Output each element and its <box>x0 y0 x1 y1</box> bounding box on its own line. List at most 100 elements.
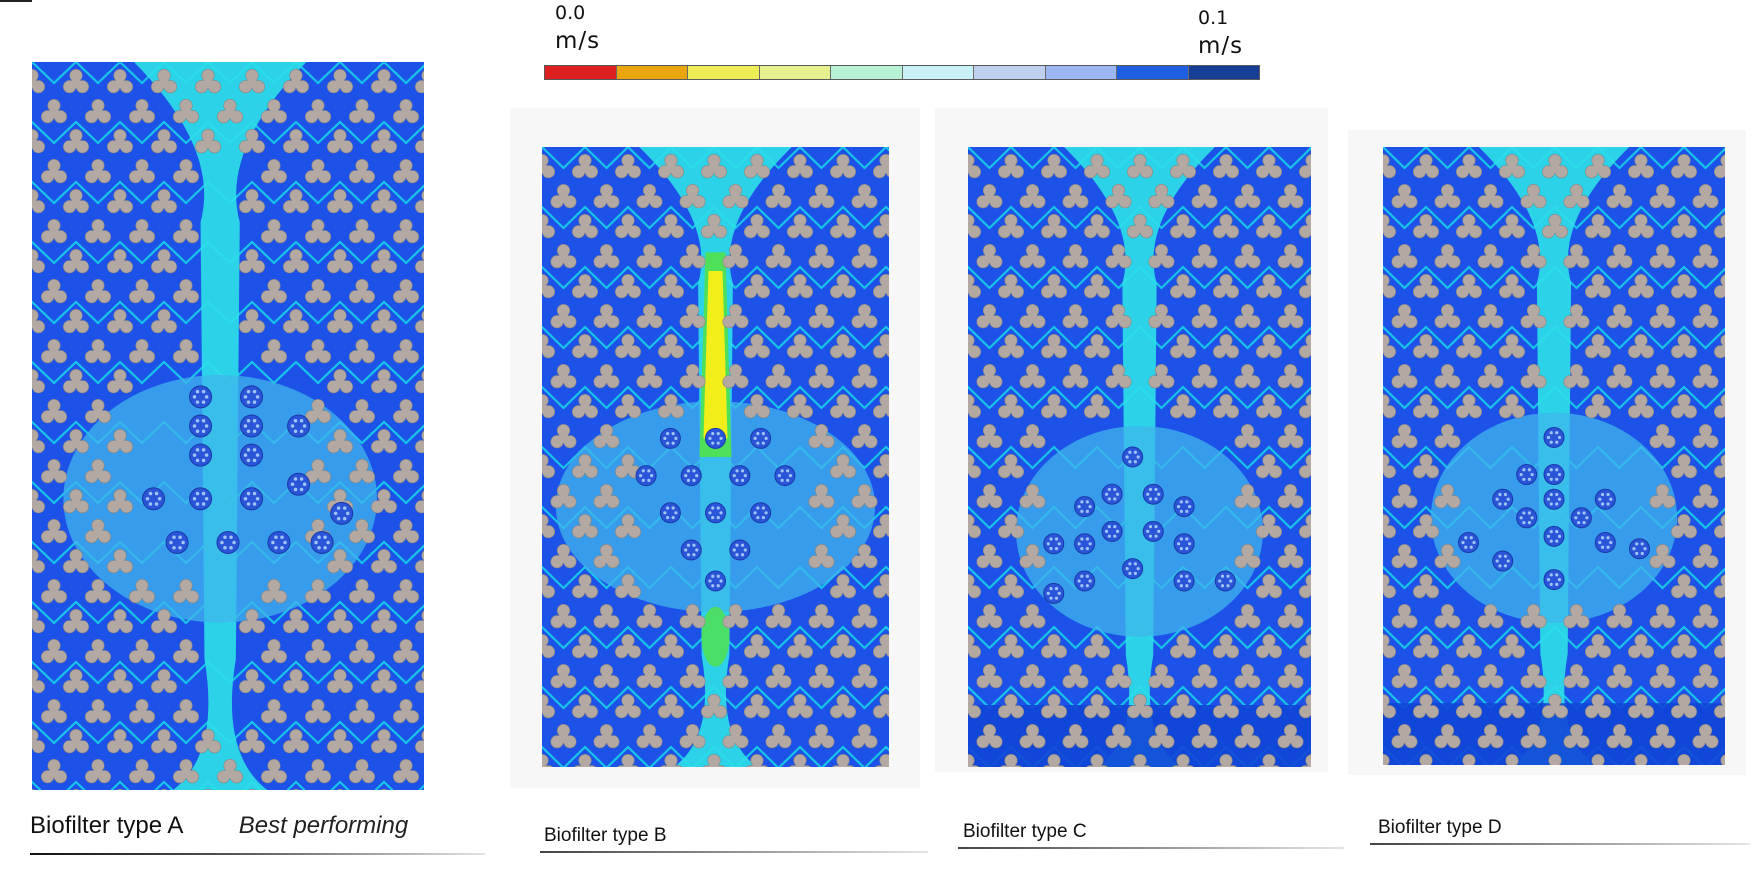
filter-media-element <box>830 214 856 239</box>
filter-media-element <box>1234 364 1261 389</box>
filter-media-element <box>830 694 856 719</box>
filter-media-element <box>968 634 981 659</box>
filter-media-element <box>239 69 265 94</box>
filter-media-element <box>746 754 768 767</box>
filter-media-element <box>1520 664 1547 689</box>
filter-media-element <box>327 309 353 334</box>
filter-media-element <box>1277 664 1304 689</box>
filter-media-element <box>572 574 598 599</box>
filter-media-element <box>542 394 555 419</box>
filter-media-element <box>658 634 684 659</box>
filter-media-element <box>1019 544 1046 569</box>
filter-media-element <box>636 244 663 269</box>
ring-media-element <box>729 465 751 487</box>
filter-media-element <box>679 304 706 329</box>
filter-media-element <box>1383 694 1396 719</box>
filter-media-element <box>195 129 221 154</box>
filter-media-element <box>1649 244 1676 269</box>
filter-media-element <box>1086 754 1108 767</box>
filter-media-element <box>1258 754 1280 767</box>
filter-media-element <box>968 154 981 179</box>
filter-media-element <box>998 334 1024 359</box>
flow-field-svg <box>968 147 1311 767</box>
filter-media-element <box>1434 184 1461 209</box>
colorbar-segment <box>1045 66 1117 79</box>
filter-media-element <box>1213 154 1239 179</box>
filter-media-element <box>1019 424 1046 449</box>
ring-media-element <box>1543 464 1565 486</box>
filter-media-element <box>107 729 133 754</box>
filter-media-element <box>1585 214 1611 239</box>
filter-media-element <box>968 274 981 299</box>
filter-media-element <box>1714 634 1725 659</box>
caption-a-note: Best performing <box>238 812 409 839</box>
filter-media-element <box>1256 574 1282 599</box>
filter-media-element <box>1714 454 1725 479</box>
filter-media-element <box>744 274 770 299</box>
filter-media-element <box>85 219 111 244</box>
filter-media-element <box>703 754 725 767</box>
filter-media-element <box>1299 514 1311 539</box>
filter-media-element <box>1649 484 1676 509</box>
filter-media-element <box>239 669 265 694</box>
filter-media-element <box>1606 304 1633 329</box>
filter-media-element <box>129 219 155 244</box>
filter-media-element <box>765 664 792 689</box>
filter-media-element <box>283 69 309 94</box>
filter-media-element <box>327 369 353 394</box>
filter-media-element <box>63 369 89 394</box>
filter-media-element <box>1383 214 1396 239</box>
filter-media-element <box>722 664 749 689</box>
filter-media-element <box>542 694 555 719</box>
filter-media-element <box>1041 394 1067 419</box>
filter-media-element <box>1148 364 1175 389</box>
filter-media-element <box>615 274 641 299</box>
filter-media-element <box>1062 724 1089 749</box>
filter-media-element <box>1391 364 1418 389</box>
ring-media-cluster <box>1458 426 1650 591</box>
filter-media-element <box>572 394 598 419</box>
filter-media-grid <box>968 154 1311 767</box>
filter-media-element <box>1019 604 1046 629</box>
ring-media-element <box>287 414 311 438</box>
filter-media-element <box>744 694 770 719</box>
ring-media-element <box>705 570 726 592</box>
filter-media-element <box>107 129 133 154</box>
filter-media-element <box>1628 214 1654 239</box>
ring-media-element <box>1043 582 1065 604</box>
filter-media-element <box>1563 364 1590 389</box>
filter-media-element <box>85 579 111 604</box>
filter-media-element <box>173 159 199 184</box>
filter-media-element <box>393 399 419 424</box>
filter-media-element <box>1041 214 1067 239</box>
colorbar-segment <box>688 66 760 79</box>
ring-media-element <box>240 443 264 467</box>
colorbar-segment <box>974 66 1046 79</box>
filter-media-element <box>1234 184 1261 209</box>
filter-media-element <box>615 634 641 659</box>
filter-media-element <box>1714 394 1725 419</box>
filter-media-element <box>1456 634 1482 659</box>
filter-media-element <box>1213 634 1239 659</box>
filter-media-element <box>349 339 375 364</box>
filter-media-element <box>1692 184 1719 209</box>
ring-media-element <box>1543 569 1565 591</box>
filter-media-element <box>393 219 419 244</box>
filter-media-element <box>875 754 889 767</box>
caption-d-underline <box>1370 843 1750 845</box>
ring-media-element <box>1101 483 1123 505</box>
filter-media-element <box>1148 184 1175 209</box>
filter-media-element <box>1548 754 1562 765</box>
filter-media-element <box>85 279 111 304</box>
filter-media-element <box>327 189 353 214</box>
ring-media-element <box>1458 532 1479 554</box>
filter-media-element <box>572 334 598 359</box>
filter-media-element <box>968 574 981 599</box>
filter-media-element <box>1383 634 1396 659</box>
filter-media-element <box>1692 484 1719 509</box>
filter-media-element <box>968 454 981 479</box>
filter-media-element <box>976 604 1003 629</box>
filter-media-element <box>1413 694 1439 719</box>
filter-media-element <box>787 694 813 719</box>
filter-media-element <box>617 754 639 767</box>
